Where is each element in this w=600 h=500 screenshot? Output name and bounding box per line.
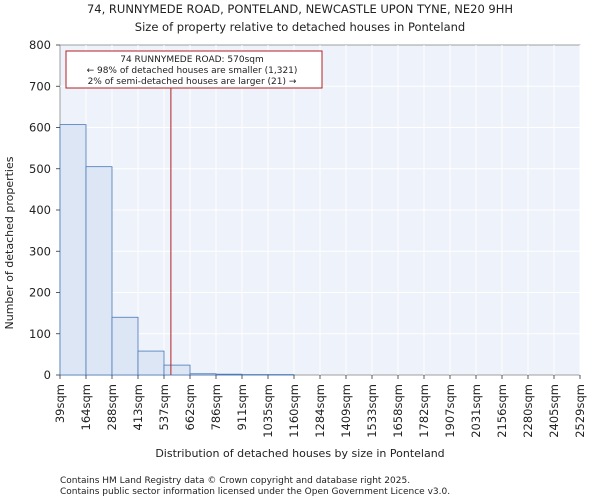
- x-tick-label: 911sqm: [235, 384, 249, 430]
- footer-line2: Contains public sector information licen…: [60, 487, 450, 497]
- histogram-bar: [163, 364, 191, 376]
- x-tick-label: 1409sqm: [339, 384, 353, 438]
- histogram-bar: [137, 350, 165, 376]
- x-tick-label: 2031sqm: [469, 384, 483, 438]
- x-axis-label: Distribution of detached houses by size …: [155, 447, 444, 460]
- x-tick-label: 1533sqm: [365, 384, 379, 438]
- chart-title-line2: Size of property relative to detached ho…: [135, 20, 465, 34]
- annotation-line3: 2% of semi-detached houses are larger (2…: [88, 77, 297, 87]
- x-tick-label: 1284sqm: [313, 384, 327, 438]
- histogram-bar: [215, 373, 243, 376]
- x-tick-label: 1160sqm: [287, 384, 301, 438]
- x-tick-label: 1035sqm: [261, 384, 275, 438]
- x-tick-label: 164sqm: [79, 384, 93, 430]
- footer-line1: Contains HM Land Registry data © Crown c…: [60, 476, 410, 486]
- y-tick-label: 0: [44, 368, 51, 382]
- y-tick-label: 700: [29, 79, 51, 93]
- y-tick-label: 400: [29, 203, 51, 217]
- histogram-bar: [189, 373, 217, 376]
- histogram-bar: [111, 316, 139, 376]
- annotation-box: 74 RUNNYMEDE ROAD: 570sqm ← 98% of detac…: [65, 50, 323, 89]
- x-tick-label: 1658sqm: [391, 384, 405, 438]
- y-axis-label: Number of detached properties: [3, 156, 16, 329]
- x-tick-label: 413sqm: [131, 384, 145, 430]
- histogram-bar: [85, 166, 113, 376]
- x-tick-label: 1907sqm: [443, 384, 457, 438]
- y-tick-label: 300: [29, 244, 51, 258]
- y-axis-ticks: 0 100 200 300 400 500 600 700 800: [29, 38, 60, 382]
- y-tick-label: 200: [29, 286, 51, 300]
- annotation-line1: 74 RUNNYMEDE ROAD: 570sqm: [120, 55, 264, 65]
- x-tick-label: 2529sqm: [573, 384, 587, 438]
- x-tick-label: 288sqm: [105, 384, 119, 430]
- bars: [59, 124, 295, 376]
- x-tick-label: 2405sqm: [547, 384, 561, 438]
- y-tick-label: 500: [29, 162, 51, 176]
- x-tick-label: 537sqm: [157, 384, 171, 430]
- x-tick-label: 1782sqm: [417, 384, 431, 438]
- y-tick-label: 800: [29, 38, 51, 52]
- annotation-line2: ← 98% of detached houses are smaller (1,…: [87, 66, 298, 76]
- x-axis-ticks: 39sqm 164sqm 288sqm 413sqm 537sqm 662sqm 786sq…: [53, 375, 587, 438]
- x-tick-label: 786sqm: [209, 384, 223, 430]
- x-tick-label: 662sqm: [183, 384, 197, 430]
- x-tick-label: 2156sqm: [495, 384, 509, 438]
- histogram-bar: [59, 124, 87, 376]
- y-tick-label: 600: [29, 121, 51, 135]
- chart-title-line1: 74, RUNNYMEDE ROAD, PONTELAND, NEWCASTLE…: [87, 2, 513, 16]
- y-tick-label: 100: [29, 327, 51, 341]
- x-tick-label: 39sqm: [53, 384, 67, 423]
- x-tick-label: 2280sqm: [521, 384, 535, 438]
